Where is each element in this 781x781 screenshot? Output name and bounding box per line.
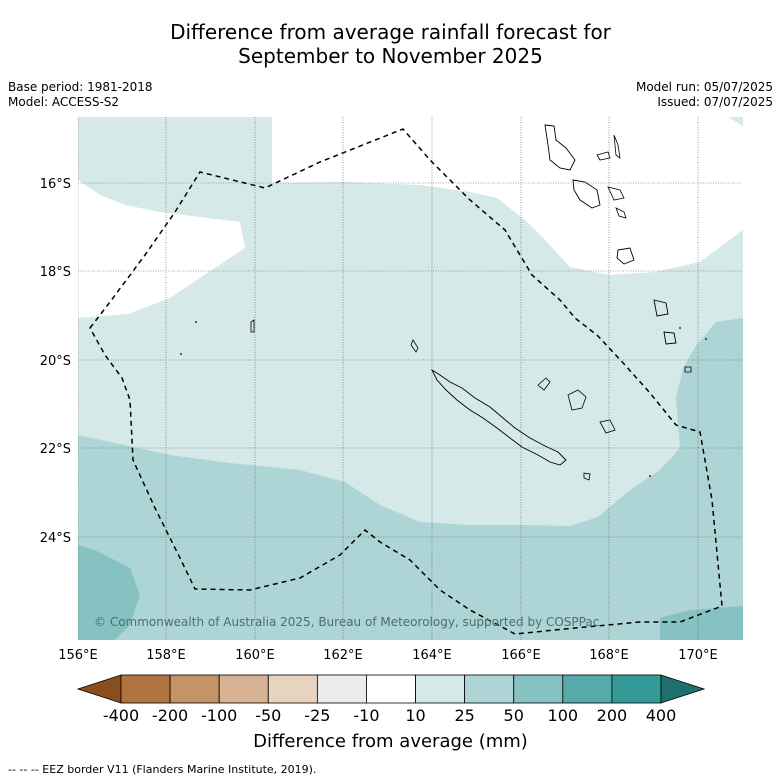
lon-label: 162°E [323,648,363,663]
reef-dot-5 [649,475,651,477]
colorbar-tick-label: 25 [454,706,475,725]
map-area: © Commonwealth of Australia 2025, Bureau… [78,117,743,640]
malekula-coast [572,179,601,209]
lifou-coast [567,389,587,411]
region-corner [728,117,743,126]
colorbar-title: Difference from average (mm) [253,731,528,752]
colorbar-swatch [464,674,515,704]
colorbar-tick-label: -100 [201,706,238,725]
colorbar-swatch [316,674,367,704]
colorbar-extend-low [76,674,122,704]
region-25-50 [78,318,743,640]
title-line-1: Difference from average rainfall forecas… [170,20,611,44]
region-neutral-west [78,180,245,318]
colorbar-tick-label: 10 [405,706,426,725]
colorbar-tick-label: -50 [255,706,282,725]
lat-labels: 16°S 18°S 20°S 22°S 24°S [40,177,71,546]
chesterfield-reef [250,319,255,333]
ambrym-coast [607,186,625,201]
colorbar-swatch [267,674,318,704]
reef-dot-1 [195,321,197,323]
model-name: Model: ACCESS-S2 [8,95,120,109]
espiritu-santo-coast [544,124,576,171]
new-caledonia-coast [430,368,567,466]
erromango-coast [653,299,669,317]
lat-label: 24°S [40,531,71,546]
colorbar-tick-label: -25 [304,706,331,725]
lon-label: 158°E [146,648,186,663]
region-50-100-se [660,606,743,640]
lon-label: 166°E [501,648,541,663]
lon-labels: 156°E 158°E 160°E 162°E 164°E 166°E 168°… [58,648,718,663]
colorbar-tick-label: 400 [645,706,677,725]
colorbar [76,674,706,704]
chart-title: Difference from average rainfall forecas… [0,20,781,68]
isle-of-pines-coast [583,472,591,481]
lon-label: 156°E [58,648,98,663]
lat-label: 22°S [40,442,71,457]
colorbar-tick-label: 100 [547,706,579,725]
title-line-2: September to November 2025 [238,44,543,68]
meta-right: Model run: 05/07/2025 Issued: 07/07/2025 [636,80,773,110]
reef-dot-3 [679,327,681,329]
colorbar-extend-high [660,674,706,704]
belep-islands [410,339,419,353]
colorbar-swatch [611,674,662,704]
colorbar-tick-label: -10 [353,706,380,725]
region-50-100-sw [78,545,140,640]
tanna-coast [663,331,677,345]
meta-left: Base period: 1981-2018 Model: ACCESS-S2 [8,80,153,110]
colorbar-swatch [120,674,171,704]
eez-legend-note: -- -- -- EEZ border V11 (Flanders Marine… [8,763,317,776]
efate-coast [616,247,635,265]
lat-label: 16°S [40,177,71,192]
issued-date: Issued: 07/07/2025 [657,95,773,109]
lat-label: 18°S [40,265,71,280]
base-period: Base period: 1981-2018 [8,80,153,94]
ouvea-coast [537,377,551,391]
region-neutral-north [272,117,743,275]
reef-dot-4 [705,338,707,340]
aneityum-coast [684,366,692,373]
colorbar-swatch [169,674,220,704]
maewo-coast [596,151,611,161]
lon-label: 168°E [589,648,629,663]
eez-border [89,128,723,635]
colorbar-swatch [513,674,564,704]
colorbar-swatch [415,674,466,704]
colorbar-swatch [562,674,613,704]
lon-label: 164°E [412,648,452,663]
colorbar-swatch [366,674,416,704]
colorbar-swatch [218,674,269,704]
colorbar-tick-label: -400 [102,706,140,725]
colorbar-tick-label: 50 [503,706,524,725]
mare-coast [599,419,616,434]
model-run: Model run: 05/07/2025 [635,80,773,94]
epi-coast [615,207,627,219]
colorbar-tick-label: -200 [151,706,189,725]
lat-label: 20°S [40,354,71,369]
lon-label: 170°E [678,648,718,663]
pentecost-coast [613,134,621,159]
copyright-notice: © Commonwealth of Australia 2025, Bureau… [94,615,599,629]
reef-dot-2 [180,353,182,355]
lon-label: 160°E [235,648,275,663]
colorbar-tick-label: 200 [596,706,628,725]
graticule [78,117,743,640]
